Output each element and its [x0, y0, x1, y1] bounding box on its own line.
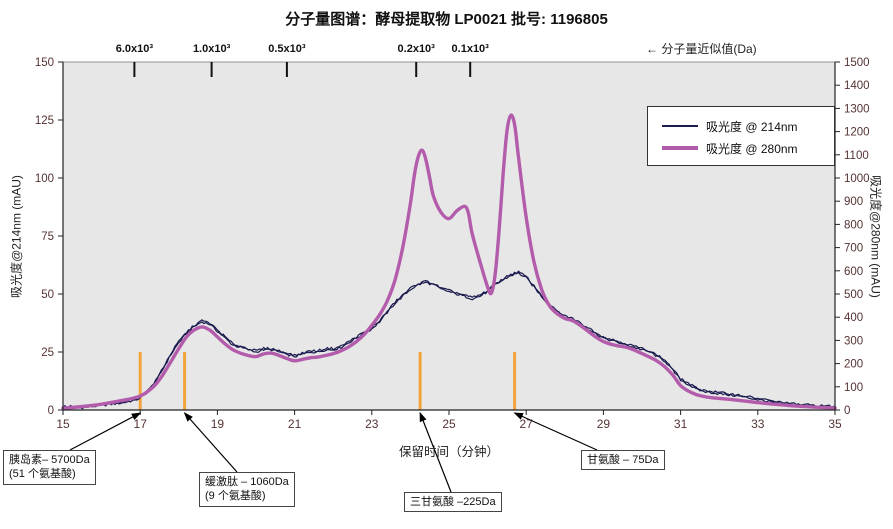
legend-item-214nm: 吸光度 @ 214nm — [662, 115, 834, 137]
mw-tick-label: 1.0x10³ — [193, 43, 231, 55]
mw-tick-label: 0.2x10³ — [398, 43, 436, 55]
x-tick-label: 27 — [520, 417, 534, 431]
y-right-tick-label: 1200 — [844, 127, 870, 139]
y-left-tick-label: 50 — [41, 289, 54, 301]
mw-tick-label: 6.0x10³ — [116, 43, 154, 55]
x-tick-label: 29 — [597, 417, 611, 431]
annotation-triglycine-line1: 三甘氨酸 –225Da — [410, 496, 496, 508]
annotation-insulin-line2: (51 个氨基酸) — [9, 468, 76, 481]
y-right-tick-label: 100 — [844, 382, 863, 394]
y-right-tick-label: 1400 — [844, 80, 870, 92]
y-left-tick-label: 75 — [41, 231, 54, 243]
mw-tick-label: 0.5x10³ — [268, 43, 306, 55]
y-right-tick-label: 200 — [844, 359, 863, 371]
x-tick-label: 21 — [288, 417, 302, 431]
y-left-tick-label: 25 — [41, 347, 54, 359]
x-tick-label: 17 — [134, 417, 148, 431]
x-tick-label: 31 — [674, 417, 688, 431]
series-280nm-line — [61, 113, 837, 410]
annotation-arrow-bradykinin — [183, 412, 238, 473]
annotation-bradykinin-line2: (9 个氨基酸) — [205, 490, 266, 503]
x-tick-label: 23 — [365, 417, 379, 431]
annotation-triglycine: 三甘氨酸 –225Da — [404, 492, 502, 513]
y-right-tick-label: 1300 — [844, 103, 870, 115]
y-right-tick-label: 800 — [844, 219, 863, 231]
annotation-arrow-glycine — [513, 412, 598, 451]
x-axis-title: 保留时间（分钟） — [398, 445, 499, 459]
y-left-tick-label: 100 — [35, 173, 54, 185]
y-right-tick-label: 1000 — [844, 173, 870, 185]
annotation-bradykinin-line1: 缓激肽 – 1060Da — [205, 476, 289, 488]
annotation-arrow-insulin — [69, 412, 142, 451]
y-right-tick-label: 0 — [844, 405, 850, 417]
annotation-bradykinin: 缓激肽 – 1060Da (9 个氨基酸) — [199, 472, 295, 507]
legend-swatch-280nm — [662, 146, 698, 150]
annotation-glycine-line1: 甘氨酸 – 75Da — [587, 454, 659, 466]
y-right-tick-label: 600 — [844, 266, 863, 278]
x-tick-label: 35 — [828, 417, 842, 431]
y-right-tick-label: 1500 — [844, 57, 870, 69]
annotation-insulin-line1: 胰岛素– 5700Da — [9, 454, 90, 466]
annotation-insulin: 胰岛素– 5700Da (51 个氨基酸) — [3, 450, 96, 485]
series-214nm-line — [62, 270, 836, 408]
y-left-tick-label: 0 — [48, 405, 54, 417]
legend: 吸光度 @ 214nm 吸光度 @ 280nm — [647, 106, 835, 166]
legend-label-214nm: 吸光度 @ 214nm — [706, 119, 798, 134]
y-left-tick-label: 125 — [35, 115, 54, 127]
mw-axis-note: ← 分子量近似值(Da) — [646, 42, 757, 56]
y-right-tick-label: 900 — [844, 196, 863, 208]
legend-item-280nm: 吸光度 @ 280nm — [662, 137, 834, 159]
legend-swatch-214nm — [662, 125, 698, 127]
y-right-tick-label: 500 — [844, 289, 863, 301]
x-tick-label: 19 — [211, 417, 225, 431]
y-right-tick-label: 300 — [844, 335, 863, 347]
annotation-glycine: 甘氨酸 – 75Da — [581, 450, 665, 471]
mw-tick-label: 0.1x10³ — [452, 43, 490, 55]
y-left-tick-label: 150 — [35, 57, 54, 69]
chart-title: 分子量图谱：酵母提取物 LP0021 批号: 1196805 — [285, 11, 608, 28]
y-axis-right-title: 吸光度@280nm (mAU) — [868, 175, 883, 298]
x-tick-label: 15 — [56, 417, 70, 431]
y-right-tick-label: 400 — [844, 312, 863, 324]
annotation-arrow-triglycine — [419, 411, 452, 493]
y-right-tick-label: 1100 — [844, 150, 869, 162]
legend-label-280nm: 吸光度 @ 280nm — [706, 141, 798, 156]
x-tick-label: 33 — [751, 417, 765, 431]
y-axis-left-title: 吸光度@214nm (mAU) — [9, 175, 24, 298]
x-tick-label: 25 — [442, 417, 456, 431]
y-right-tick-label: 700 — [844, 243, 863, 255]
